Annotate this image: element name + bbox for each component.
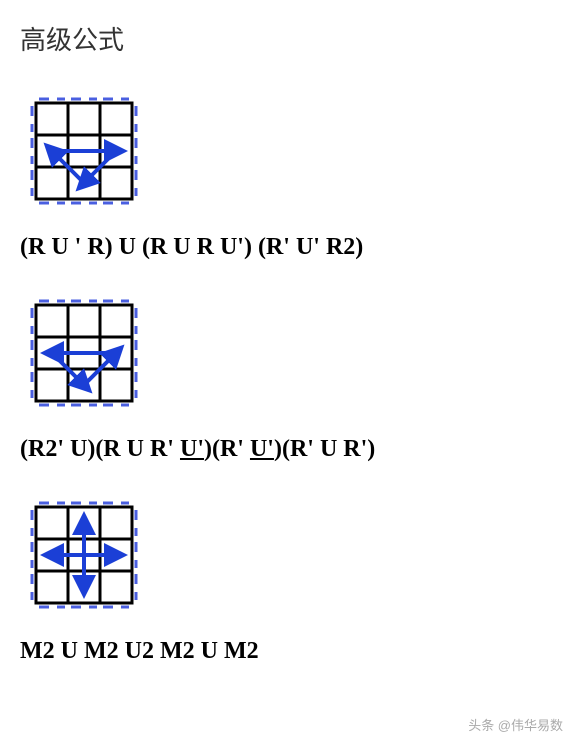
cube-wrap (20, 491, 148, 619)
formula-part: (R U ' R) U (R U R U') (R' U' R2) (20, 234, 363, 260)
cube-diagram (28, 95, 140, 207)
formula-part: U' (180, 436, 204, 462)
formula-part: M2 U M2 U2 M2 U M2 (20, 638, 259, 664)
formula-part: U' (250, 436, 274, 462)
formula-entry: (R2' U)(R U R' U')(R' U')(R' U R') (20, 289, 557, 463)
formula-part: (R2' U)(R U R' (20, 436, 180, 462)
formula-part: )(R' U R') (274, 436, 375, 462)
cube-diagram (28, 499, 140, 611)
page-title: 高级公式 (20, 20, 557, 57)
formula-entry: (R U ' R) U (R U R U') (R' U' R2) (20, 87, 557, 261)
cube-wrap (20, 289, 148, 417)
formula-text: (R2' U)(R U R' U')(R' U')(R' U R') (20, 436, 557, 463)
entries-container: (R U ' R) U (R U R U') (R' U' R2) (R2' U)… (20, 87, 557, 665)
cube-wrap (20, 87, 148, 215)
watermark: 头条 @伟华易数 (468, 715, 563, 734)
formula-text: M2 U M2 U2 M2 U M2 (20, 638, 557, 665)
formula-text: (R U ' R) U (R U R U') (R' U' R2) (20, 234, 557, 261)
cube-diagram (28, 297, 140, 409)
formula-part: )(R' (204, 436, 250, 462)
formula-entry: M2 U M2 U2 M2 U M2 (20, 491, 557, 665)
